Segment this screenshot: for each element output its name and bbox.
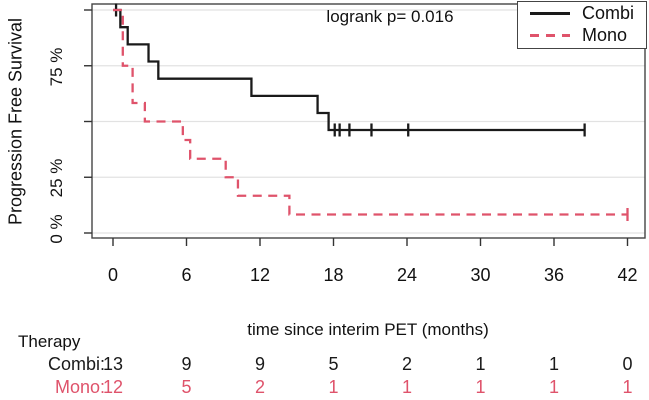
risk-count: 1 (475, 377, 486, 397)
legend-item-mono: Mono (518, 24, 646, 46)
x-tick-label: 0 (107, 265, 118, 285)
legend-box: Combi Mono (517, 1, 647, 49)
x-axis-title: time since interim PET (months) (247, 320, 489, 339)
risk-count: 1 (328, 377, 339, 397)
y-tick-label: 25 % (47, 158, 66, 198)
survival-curve-mono (113, 8, 628, 216)
y-tick-label: 75 % (47, 47, 66, 87)
x-tick-label: 6 (181, 265, 192, 285)
risk-count: 9 (181, 354, 192, 374)
risk-row-label: Combi: (47, 354, 105, 374)
x-tick-label: 12 (249, 265, 271, 285)
y-axis-title: Progression Free Survival (5, 17, 26, 226)
risk-count: 5 (328, 354, 339, 374)
y-tick-label: 0 % (47, 214, 66, 244)
risk-table-header: Therapy (18, 332, 81, 351)
risk-count: 0 (622, 354, 633, 374)
x-tick-label: 36 (543, 265, 565, 285)
risk-count: 13 (102, 354, 124, 374)
x-tick-label: 30 (470, 265, 491, 285)
x-tick-label: 18 (323, 265, 344, 285)
legend-label-combi: Combi (582, 3, 635, 23)
risk-row-label: Mono: (54, 377, 105, 397)
legend-label-mono: Mono (582, 25, 628, 45)
risk-count: 1 (401, 377, 412, 397)
combi-line-sample (530, 12, 570, 15)
legend-item-combi: Combi (518, 2, 646, 24)
mono-line-sample (530, 34, 570, 37)
risk-count: 1 (475, 354, 486, 374)
risk-count: 1 (548, 354, 559, 374)
risk-count: 12 (102, 377, 124, 397)
x-tick-label: 24 (396, 265, 418, 285)
risk-count: 9 (254, 354, 265, 374)
risk-count: 5 (181, 377, 192, 397)
risk-count: 2 (254, 377, 265, 397)
risk-count: 1 (622, 377, 633, 397)
risk-count: 1 (548, 377, 559, 397)
x-tick-label: 42 (617, 265, 638, 285)
logrank-annotation: logrank p= 0.016 (326, 7, 454, 26)
survival-curve-combi (113, 8, 585, 132)
risk-count: 2 (401, 354, 412, 374)
